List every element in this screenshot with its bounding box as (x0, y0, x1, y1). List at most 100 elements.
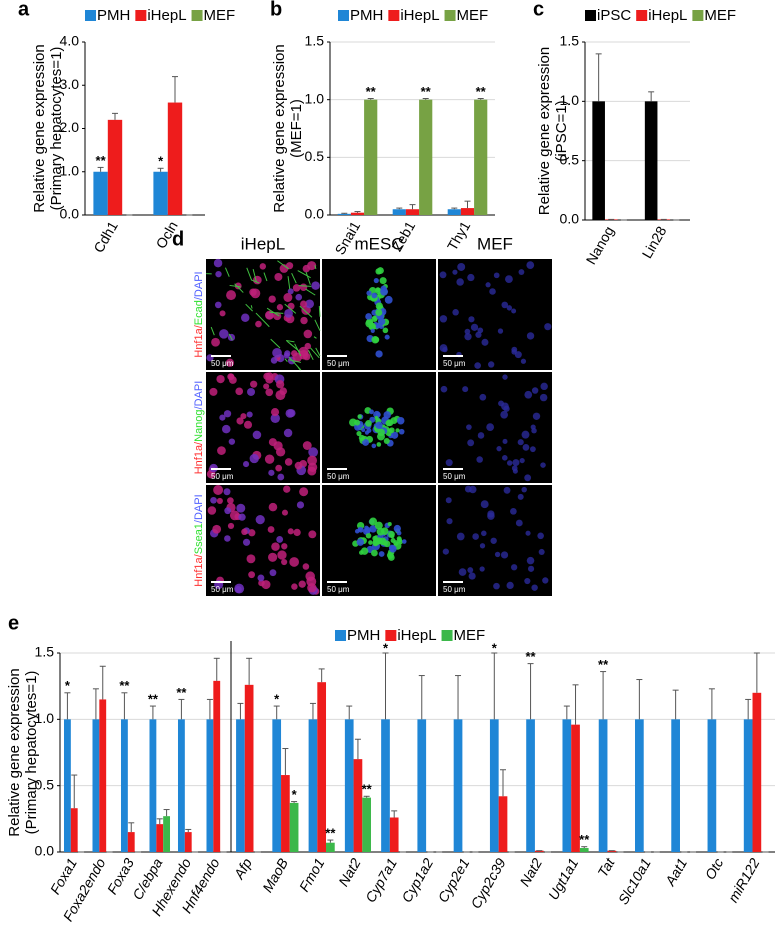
nucleus (264, 454, 275, 464)
membrane (252, 269, 257, 283)
colony-cell (361, 427, 366, 433)
nucleus (281, 509, 288, 516)
bar (289, 802, 299, 852)
legend-swatch (385, 630, 397, 641)
colony-cell (357, 414, 362, 419)
y-tick-label: 0.5 (560, 151, 580, 167)
nucleus (464, 328, 471, 335)
nucleus (497, 328, 504, 334)
bar (153, 171, 168, 215)
membrane (286, 339, 295, 343)
membrane (234, 283, 244, 293)
significance: ** (119, 678, 130, 693)
nucleus (474, 362, 481, 369)
x-tick-label: Nat2 (516, 855, 545, 889)
legend-swatch (335, 630, 346, 641)
colony-cell (377, 428, 385, 437)
significance: * (383, 640, 389, 655)
colony-cell (375, 412, 381, 418)
bar (460, 208, 475, 215)
nucleus (446, 518, 453, 525)
colony-cell (360, 547, 369, 555)
significance: ** (148, 692, 159, 707)
legend-label: iHepL (397, 627, 436, 644)
nucleus (207, 506, 217, 515)
nucleus (219, 329, 229, 339)
bar (707, 719, 717, 852)
nucleus (298, 346, 309, 357)
x-tick-label: Cdh1 (90, 218, 121, 255)
nucleus (445, 459, 453, 467)
column-label: iHepL (241, 234, 285, 253)
colony-cell (371, 549, 378, 557)
significance: ** (598, 657, 609, 672)
nucleus (501, 402, 509, 411)
membrane (284, 303, 297, 314)
legend-label: iHepL (648, 7, 687, 24)
bar (419, 99, 433, 215)
nucleus (472, 533, 479, 540)
colony-cell (388, 427, 395, 434)
nucleus (287, 302, 295, 310)
bar (99, 699, 107, 852)
y-tick-label: 0.0 (305, 206, 325, 222)
membrane (291, 273, 297, 284)
nucleus (493, 582, 500, 590)
bar (526, 719, 535, 852)
significance: ** (526, 649, 537, 664)
nucleus (209, 387, 218, 396)
nucleus (247, 387, 256, 396)
colony-cell (386, 419, 394, 427)
significance: ** (325, 825, 336, 840)
nucleus (532, 412, 541, 420)
legend-label: iHepL (400, 7, 439, 24)
legend-swatch (85, 10, 96, 21)
nucleus (259, 263, 267, 270)
significance: * (492, 640, 498, 655)
nucleus (226, 290, 237, 301)
significance: * (274, 692, 280, 707)
nucleus (518, 269, 525, 275)
y-axis-label: Relative gene expression (271, 44, 288, 212)
membrane (310, 347, 320, 359)
nucleus (481, 530, 487, 537)
nucleus (219, 414, 226, 421)
nucleus (255, 320, 262, 328)
nucleus (243, 420, 253, 429)
x-tick-label: Otc (702, 855, 727, 882)
colony-cell (365, 420, 372, 427)
nucleus (442, 548, 449, 555)
colony-cell (366, 428, 372, 433)
nucleus (241, 313, 250, 322)
colony-cell (371, 443, 377, 449)
nucleus (522, 443, 530, 451)
colony-cell (383, 437, 390, 445)
colony-cell (371, 292, 378, 299)
nucleus (308, 530, 317, 539)
nucleus (270, 408, 280, 417)
scale-bar-label: 50 μm (211, 585, 234, 594)
membrane (224, 267, 230, 277)
nucleus (292, 352, 303, 363)
nucleus (248, 571, 256, 579)
row-label-part: Hnf1a/ (193, 324, 205, 357)
significance: * (292, 787, 298, 802)
nucleus (476, 456, 483, 463)
colony-cell (375, 268, 382, 275)
bar (534, 850, 544, 852)
colony-cell (366, 290, 372, 296)
nucleus (531, 584, 538, 591)
nucleus (216, 497, 223, 505)
colony-cell (371, 315, 378, 323)
nucleus (300, 316, 308, 325)
colony-cell (375, 309, 383, 317)
nucleus (236, 503, 246, 513)
significance: ** (421, 84, 432, 99)
x-tick-label: Aat1 (661, 855, 690, 889)
nucleus (306, 576, 317, 587)
membrane (287, 276, 291, 290)
colony-cell (357, 527, 363, 532)
membrane (315, 347, 321, 357)
bar (167, 102, 183, 215)
bar (489, 719, 499, 852)
